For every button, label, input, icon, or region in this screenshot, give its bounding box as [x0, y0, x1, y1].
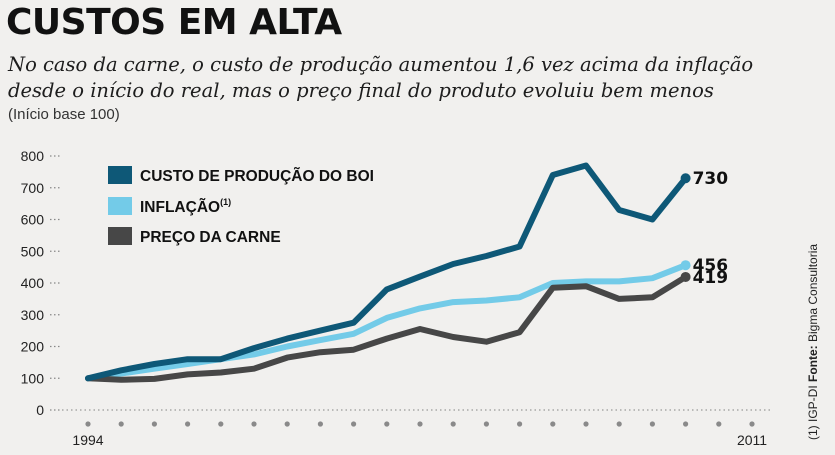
data-label-custo: 730 [693, 169, 729, 189]
x-tick-mark [351, 421, 357, 427]
chart-subtitle: No caso da carne, o custo de produção au… [8, 53, 754, 102]
series-line-custo [85, 162, 689, 382]
legend-footnote-marker: (1) [220, 197, 231, 207]
y-tick-label: 800 [21, 148, 45, 164]
x-tick-mark [251, 421, 257, 427]
x-tick-mark [749, 421, 755, 427]
y-tick-label: 400 [21, 275, 45, 291]
series-end-dot-custo [680, 173, 691, 184]
y-tick-label: 100 [21, 370, 45, 386]
legend-swatch-preco [108, 227, 132, 245]
x-axis: 1994 2011 [62, 409, 770, 448]
x-tick-mark [517, 421, 523, 427]
x-tick-label: 2011 [737, 432, 767, 448]
legend-label-inflacao: INFLAÇÃO(1) [140, 197, 231, 216]
x-tick-mark [583, 421, 589, 427]
x-tick-mark [384, 421, 390, 427]
x-tick-mark [118, 421, 124, 427]
footnote-text: (1) IGP-DI [806, 385, 820, 440]
x-tick-mark [550, 421, 556, 427]
y-tick-label: 300 [21, 307, 45, 323]
y-tick-label: 0 [36, 402, 44, 418]
series-lines [85, 162, 689, 383]
legend-swatch-custo [108, 166, 132, 184]
y-tick-label: 700 [21, 180, 45, 196]
y-tick-label: 600 [21, 212, 45, 228]
x-tick-mark [616, 421, 622, 427]
x-tick-mark [450, 421, 456, 427]
y-tick-label: 200 [21, 339, 45, 355]
data-label-preco: 419 [693, 268, 729, 288]
x-tick-mark [284, 421, 290, 427]
legend: CUSTO DE PRODUÇÃO DO BOI INFLAÇÃO(1) PREÇO… [108, 166, 374, 246]
series-end-dot-preco [680, 271, 691, 282]
source-label: Fonte: [806, 345, 820, 382]
x-tick-mark [85, 421, 91, 427]
series-end-dot-inflacao [680, 260, 691, 271]
legend-label-custo: CUSTO DE PRODUÇÃO DO BOI [140, 167, 374, 185]
x-tick-mark [151, 421, 157, 427]
source-note: (1) IGP-DI Fonte: Bigma Consultoria [806, 244, 820, 440]
x-tick-mark [716, 421, 722, 427]
x-tick-label: 1994 [72, 432, 103, 448]
legend-label-preco: PREÇO DA CARNE [140, 229, 281, 246]
chart-title: CUSTOS EM ALTA [6, 2, 342, 43]
x-tick-mark [649, 421, 656, 427]
y-axis: 0 100 200 300 400 500 600 700 800 [21, 148, 62, 418]
x-tick-mark [317, 421, 323, 427]
y-tick-label: 500 [21, 243, 45, 259]
x-tick-mark [683, 421, 689, 427]
source-name: Bigma Consultoria [806, 243, 820, 342]
x-tick-mark [185, 421, 191, 427]
x-tick-mark [417, 421, 423, 427]
data-label-inflacao: 456 [693, 256, 729, 276]
x-tick-mark [218, 421, 224, 427]
base-note: (Início base 100) [8, 106, 120, 123]
legend-swatch-inflacao [108, 197, 132, 215]
x-tick-mark [483, 421, 489, 427]
